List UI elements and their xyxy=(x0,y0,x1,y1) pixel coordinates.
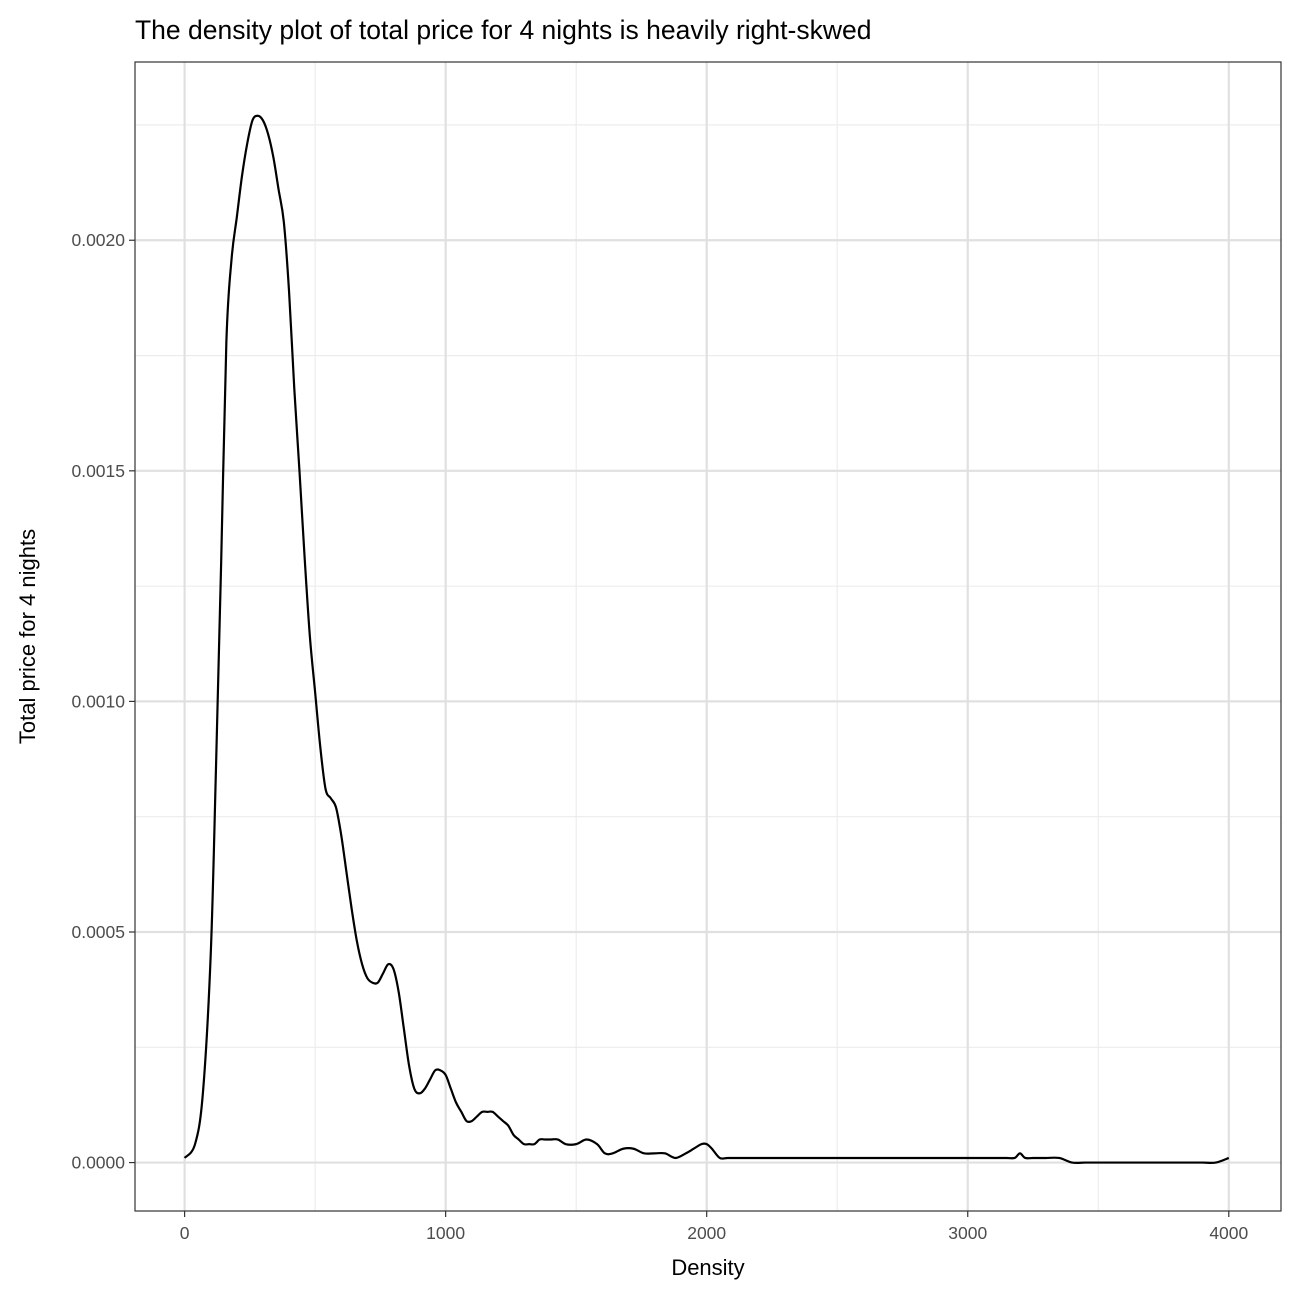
y-axis-title: Total price for 4 nights xyxy=(15,529,40,744)
y-tick-label: 0.0005 xyxy=(71,922,125,942)
plot-panel xyxy=(135,62,1281,1211)
x-tick-label: 0 xyxy=(180,1223,190,1243)
x-axis-title: Density xyxy=(671,1255,744,1280)
y-tick-label: 0.0020 xyxy=(71,230,125,250)
density-curve xyxy=(183,114,1230,1165)
y-tick-label: 0.0010 xyxy=(71,691,125,711)
minor-gridlines xyxy=(135,62,1281,1211)
plot-border xyxy=(134,61,1282,1212)
x-tick-label: 2000 xyxy=(687,1223,726,1243)
y-axis: 0.0000 0.0005 0.0010 0.0015 0.0020 xyxy=(71,230,135,1173)
x-axis: 0 1000 2000 3000 4000 xyxy=(180,1211,1249,1243)
x-tick-label: 1000 xyxy=(426,1223,465,1243)
major-gridlines xyxy=(135,62,1281,1211)
y-tick-label: 0.0015 xyxy=(71,461,125,481)
y-tick-label: 0.0000 xyxy=(71,1153,125,1173)
x-tick-label: 3000 xyxy=(948,1223,987,1243)
x-tick-label: 4000 xyxy=(1209,1223,1248,1243)
series-layer xyxy=(183,114,1230,1165)
chart-title: The density plot of total price for 4 ni… xyxy=(135,15,871,45)
